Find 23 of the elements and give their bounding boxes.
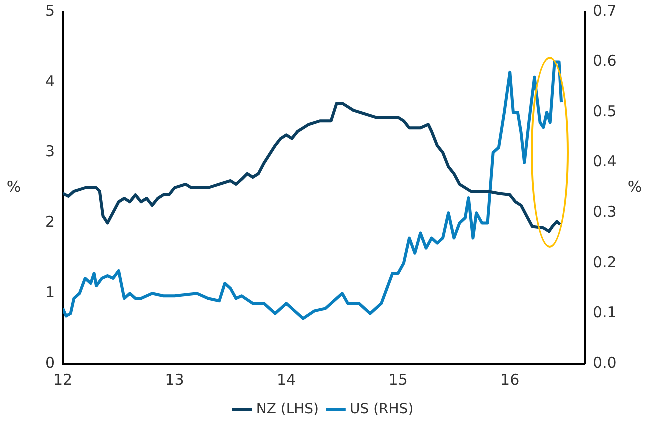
y2-tick-label: 0.6 bbox=[593, 52, 617, 70]
x-tick-label: 14 bbox=[277, 370, 296, 389]
x-tick-label: 15 bbox=[388, 370, 408, 389]
y2-tick-label: 0.0 bbox=[593, 354, 617, 372]
y2-tick-label: 0.3 bbox=[593, 203, 617, 222]
x-tick-label: 12 bbox=[53, 370, 73, 389]
y2-tick-label: 0.2 bbox=[593, 253, 617, 272]
y2-tick-label: 0.5 bbox=[593, 102, 617, 120]
y2-tick-label: 0.1 bbox=[593, 304, 617, 322]
y-tick-label: 5 bbox=[45, 2, 55, 20]
x-tick-label: 16 bbox=[500, 370, 520, 389]
y-tick-label: 0 bbox=[45, 354, 55, 372]
x-tick-label: 13 bbox=[165, 370, 184, 389]
y-tick-label: 2 bbox=[45, 213, 55, 232]
y2-axis-title: % bbox=[628, 178, 642, 196]
y-tick-label: 3 bbox=[45, 142, 55, 161]
legend-label: NZ (LHS) bbox=[256, 402, 320, 418]
y2-tick-label: 0.4 bbox=[593, 152, 617, 171]
y-tick-label: 1 bbox=[45, 283, 55, 302]
y-axis-title: % bbox=[6, 178, 22, 196]
y2-tick-label: 0.7 bbox=[593, 2, 617, 20]
y-tick-label: 4 bbox=[45, 72, 55, 90]
legend-label: US (RHS) bbox=[350, 402, 414, 418]
